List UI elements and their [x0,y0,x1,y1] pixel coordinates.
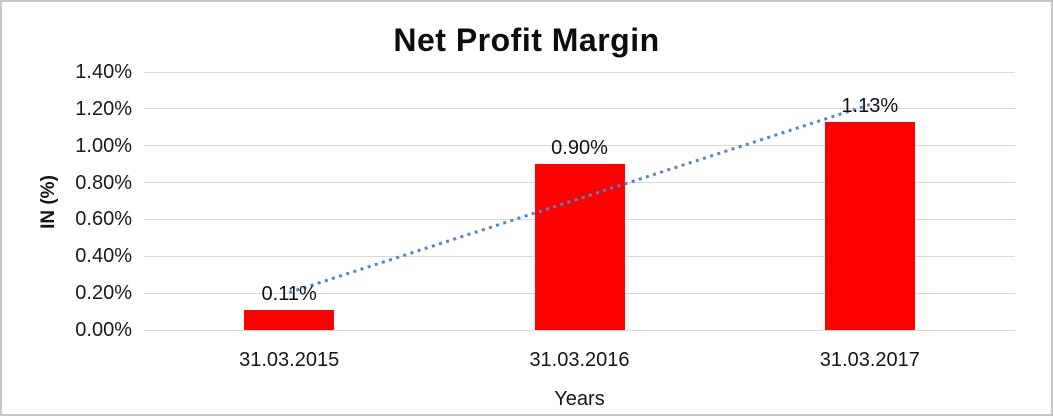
y-tick-label: 1.20% [75,97,132,120]
y-tick-label: 1.40% [75,61,132,83]
gridline [144,71,1015,73]
y-tick-label: 0.00% [75,319,132,341]
x-axis-title: Years [554,388,605,410]
x-tick-label: 31.03.2017 [819,349,920,371]
bar-31.03.2015 [244,309,335,330]
gridline [144,329,1015,331]
chart-title: Net Profit Margin [393,22,660,58]
y-tick-label: 0.80% [75,171,132,194]
y-tick-label: 0.20% [75,282,132,305]
bar-31.03.2017 [824,121,915,330]
bar-value-label: 1.13% [841,94,899,117]
bar-value-label: 0.11% [261,282,317,305]
x-tick-label: 31.03.2016 [529,349,630,371]
bar-31.03.2016 [534,164,625,330]
y-tick-label: 0.40% [75,245,132,268]
y-tick-label: 1.00% [75,134,132,157]
bar-value-label: 0.90% [551,137,608,160]
x-tick-label: 31.03.2015 [239,349,340,371]
y-tick-label: 0.60% [75,208,132,231]
